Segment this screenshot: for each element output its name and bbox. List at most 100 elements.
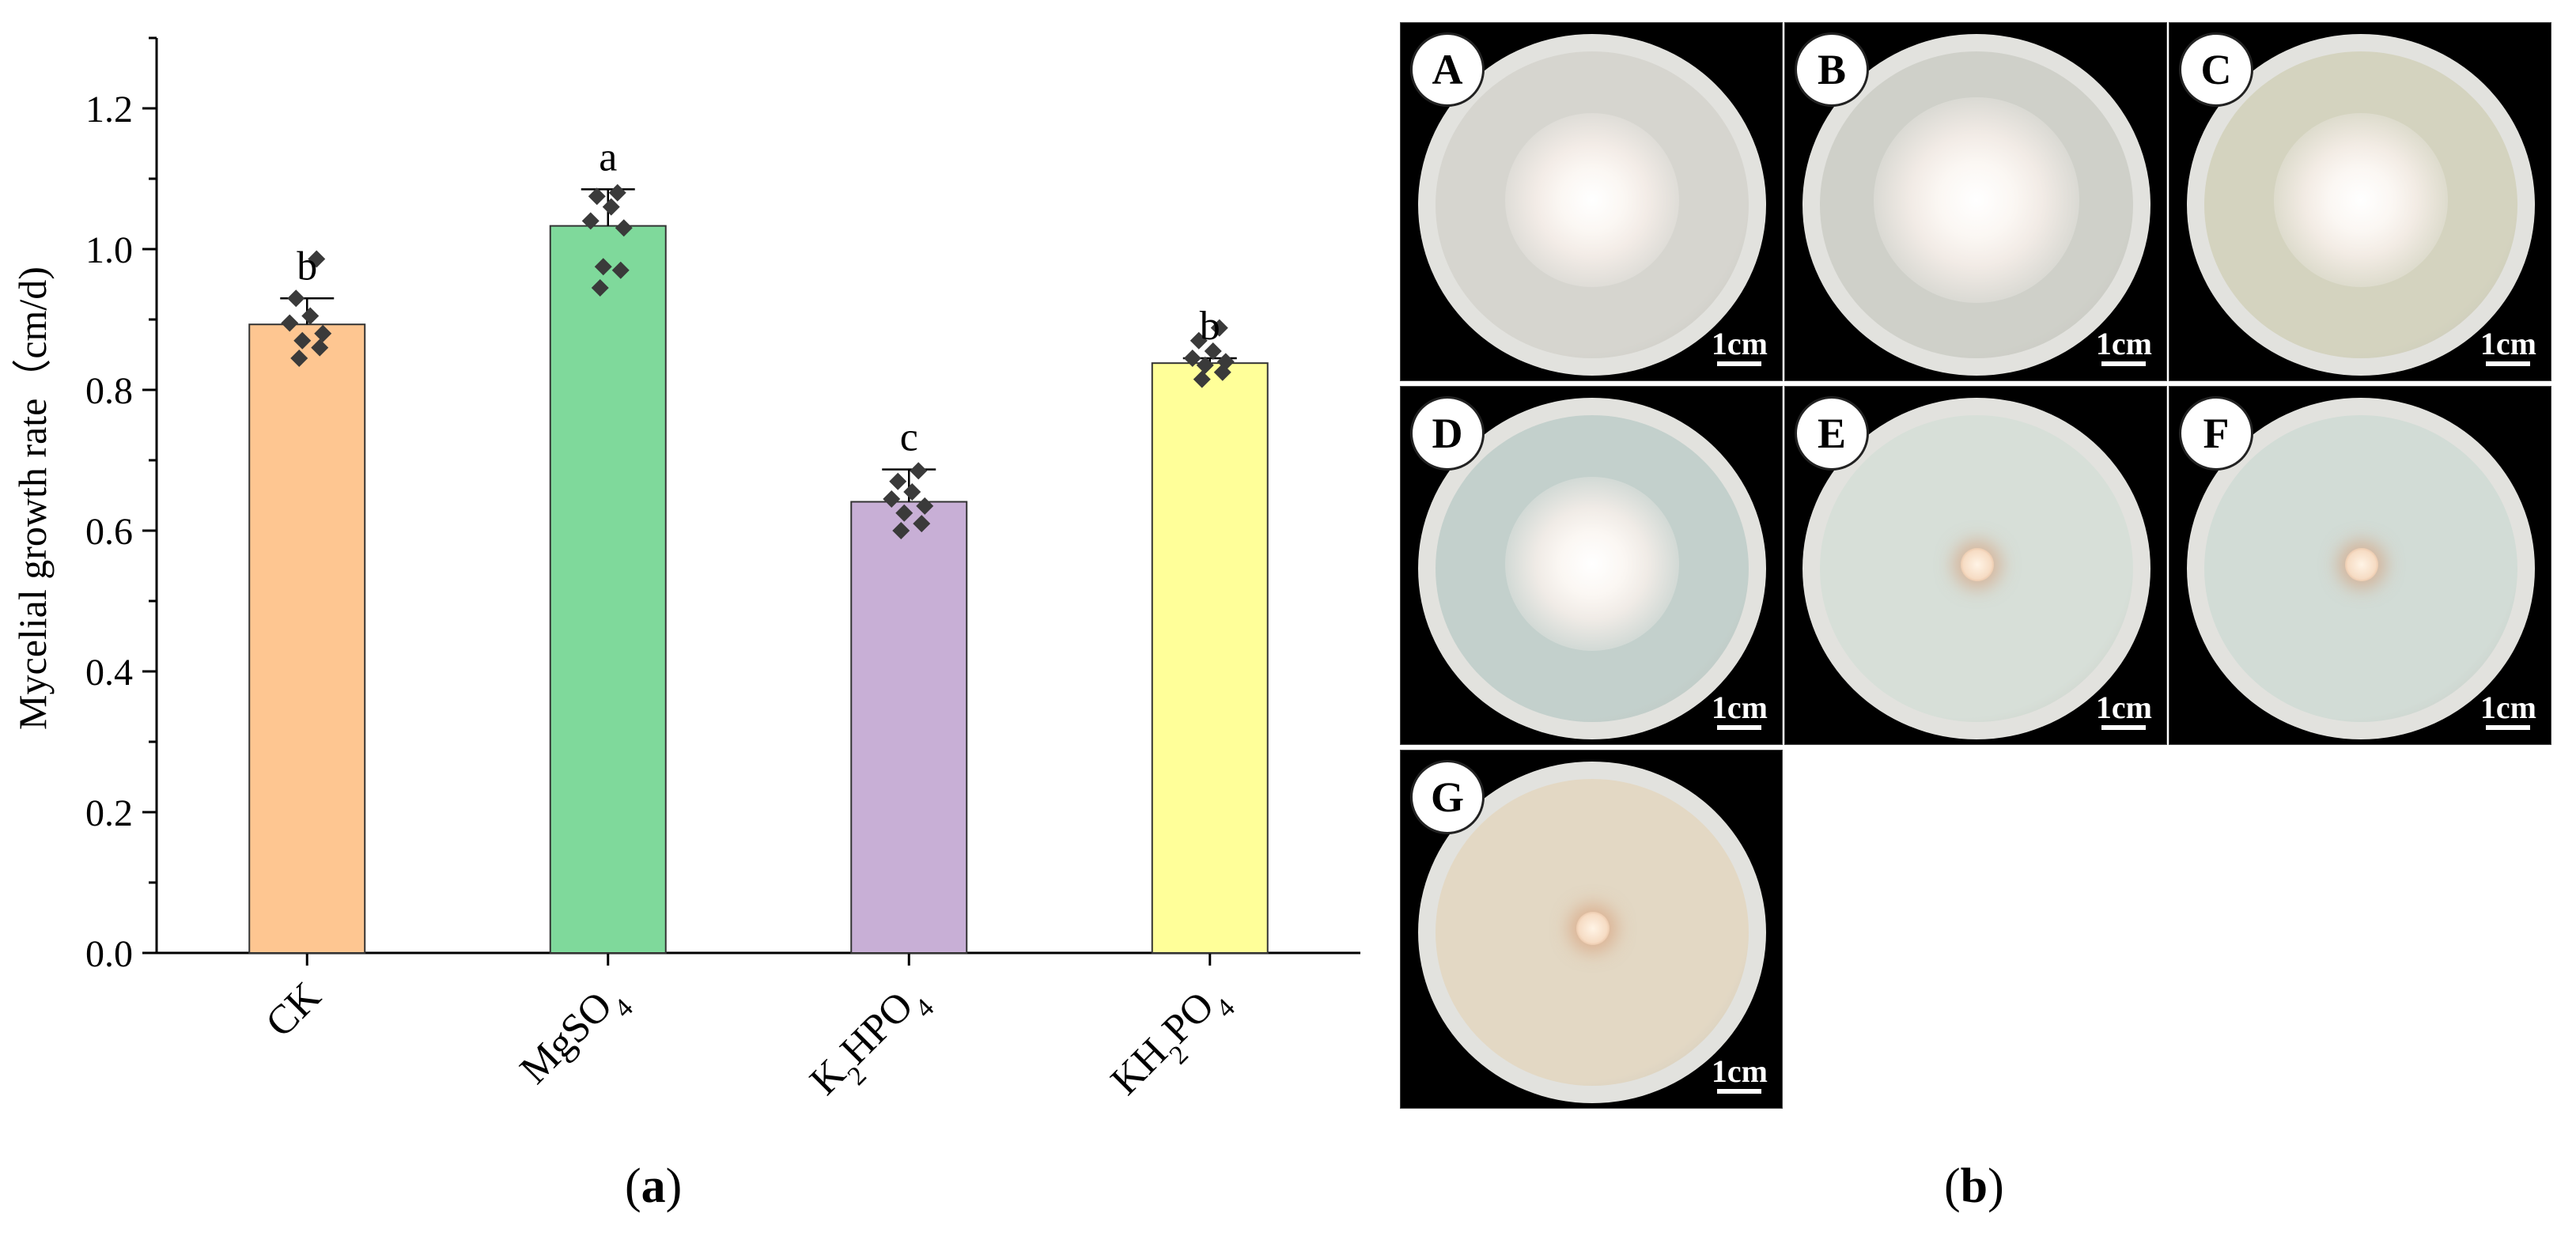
data-point — [311, 338, 329, 357]
data-point — [1204, 342, 1222, 361]
data-point — [913, 515, 931, 533]
data-point — [594, 258, 612, 276]
scale-bar: 1cm — [1712, 1056, 1768, 1094]
plate-label-b: B — [1795, 32, 1869, 107]
panel-label-a: (a) — [625, 1159, 683, 1213]
scale-bar: 1cm — [2480, 692, 2536, 730]
mycelium-colony — [2274, 113, 2448, 287]
data-point — [581, 212, 600, 230]
scale-bar-label: 1cm — [2480, 690, 2536, 725]
data-point — [602, 198, 620, 216]
y-tick-label: 0.2 — [85, 792, 133, 834]
data-point — [916, 497, 934, 515]
data-point — [281, 314, 299, 332]
significance-letter: a — [599, 134, 617, 180]
x-tick-label: KH2PO4 — [1103, 973, 1241, 1112]
data-point — [1190, 331, 1208, 350]
bar — [850, 501, 968, 954]
scale-bar-line — [1717, 725, 1762, 730]
plate-photo-a: A 1cm — [1400, 22, 1783, 381]
y-tick-label: 0.0 — [85, 933, 133, 975]
scale-bar: 1cm — [1712, 328, 1768, 366]
data-point — [1213, 363, 1231, 381]
x-tick-label: CK — [257, 973, 330, 1046]
plate-label-f: F — [2179, 396, 2253, 471]
plate-photo-c: C 1cm — [2169, 22, 2551, 381]
data-point — [1196, 356, 1214, 374]
mycelium-colony — [1874, 97, 2079, 303]
y-tick-label: 0.8 — [85, 370, 133, 412]
scale-bar-label: 1cm — [2095, 326, 2152, 361]
y-tick-label: 1.0 — [85, 229, 133, 271]
data-point — [903, 483, 921, 501]
significance-letters: b a c b — [297, 134, 1220, 459]
inoculum-plug — [2345, 548, 2378, 581]
scale-bar-label: 1cm — [1711, 690, 1768, 725]
scale-bar-line — [2486, 725, 2531, 730]
data-point — [910, 462, 928, 480]
panel-label-b: (b) — [1944, 1159, 2004, 1213]
bar — [549, 225, 667, 954]
significance-letter: b — [1200, 304, 1220, 349]
plate-photo-d: D 1cm — [1400, 386, 1783, 745]
inoculum-plug — [1961, 548, 1994, 581]
data-point — [895, 504, 914, 522]
bar — [248, 323, 366, 955]
plate-label-g: G — [1410, 760, 1485, 834]
bar-chart: 0.0 0.2 0.4 0.6 0.8 1.0 1.2 b a c b CK MgSO4 K2HPO4… — [10, 36, 1360, 1112]
y-axis-label: Mycelial growth rate（cm/d) — [10, 267, 55, 730]
data-point — [608, 183, 626, 202]
plate-label-a: A — [1410, 32, 1485, 107]
data-point — [611, 261, 630, 279]
data-point — [889, 472, 907, 490]
data-point — [892, 522, 910, 539]
mycelium-colony — [1505, 477, 1679, 651]
plate-label-d: D — [1410, 396, 1485, 471]
y-tick-label: 0.4 — [85, 652, 133, 694]
plate-label-e: E — [1795, 396, 1869, 471]
x-tick-label: MgSO4 — [512, 973, 639, 1101]
data-points — [281, 183, 1235, 539]
data-point — [301, 307, 320, 325]
y-tick-label: 1.2 — [85, 89, 133, 130]
scale-bar: 1cm — [2480, 328, 2536, 366]
data-point — [314, 324, 332, 342]
significance-letter: c — [900, 415, 918, 460]
scale-bar-line — [2101, 725, 2147, 730]
data-point — [1183, 349, 1201, 367]
plate-photo-b: B 1cm — [1784, 22, 2167, 381]
data-point — [293, 331, 312, 350]
scale-bar-label: 1cm — [2480, 326, 2536, 361]
scale-bar-line — [2101, 361, 2147, 366]
error-bars — [280, 188, 1237, 502]
scale-bar: 1cm — [2096, 692, 2152, 730]
x-tick-label: K2HPO4 — [801, 973, 940, 1112]
scale-bar-label: 1cm — [1711, 1053, 1768, 1089]
mycelium-colony — [1505, 113, 1679, 287]
data-point — [1210, 319, 1228, 337]
plate-photo-g: G 1cm — [1400, 750, 1783, 1109]
data-point — [588, 187, 606, 206]
data-point — [1193, 370, 1211, 388]
scale-bar-line — [1717, 361, 1762, 366]
scale-bar-label: 1cm — [2095, 690, 2152, 725]
x-tick-labels: CK MgSO4 K2HPO4 KH2PO4 — [257, 973, 1241, 1112]
plate-photo-f: F 1cm — [2169, 386, 2551, 745]
data-point — [290, 349, 308, 367]
y-tick-label: 0.6 — [85, 511, 133, 553]
panel-b-letter: b — [1960, 1159, 1988, 1213]
scale-bar-line — [1717, 1089, 1762, 1094]
scale-bar: 1cm — [2096, 328, 2152, 366]
significance-letter: b — [297, 244, 317, 289]
data-point — [883, 490, 901, 508]
scale-bar: 1cm — [1712, 692, 1768, 730]
bar — [1151, 362, 1269, 954]
plate-photo-e: E 1cm — [1784, 386, 2167, 745]
bars — [248, 225, 1269, 955]
scale-bar-line — [2486, 361, 2531, 366]
data-point — [287, 289, 305, 308]
data-point — [615, 219, 633, 237]
plate-label-c: C — [2179, 32, 2253, 107]
data-point — [308, 250, 326, 268]
scale-bar-label: 1cm — [1711, 326, 1768, 361]
